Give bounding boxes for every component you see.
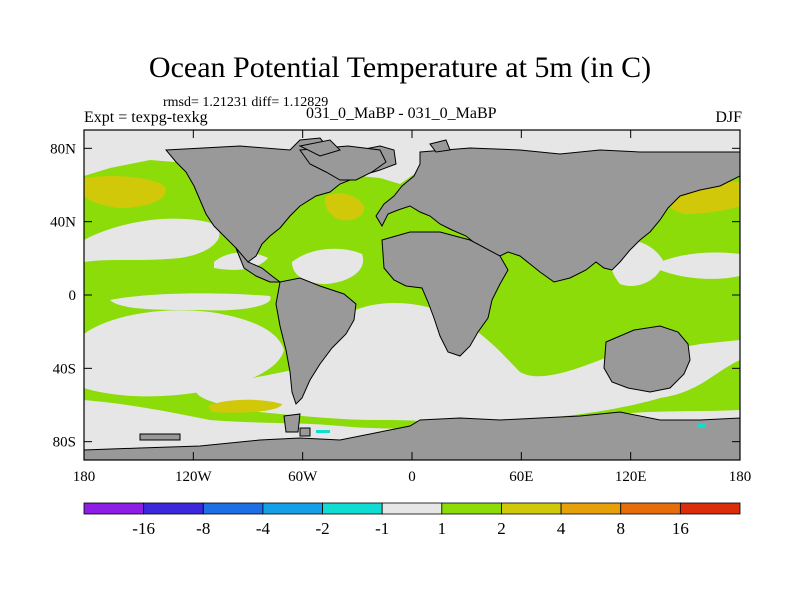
land-africa (381, 231, 509, 357)
x-tick-label: 60E (509, 469, 533, 485)
colorbar-swatch (322, 502, 383, 515)
x-axis: 180 120W 60W 0 60E 120E 180 (73, 130, 752, 485)
colorbar: -16 -8 -4 -2 -1 1 2 4 8 16 (83, 502, 741, 538)
contour-lowchange-westpacific-patch (660, 252, 740, 279)
colorbar-swatch (381, 502, 443, 515)
contour-warm-southern (208, 399, 282, 413)
x-tick-label: 180 (73, 469, 96, 485)
land-antarctic-peninsula (283, 413, 301, 433)
stats-label: rmsd= 1.21231 diff= 1.12829 (163, 95, 329, 110)
x-tick-label: 120E (615, 469, 647, 485)
land-masks (83, 137, 741, 461)
land-arctic-islands (298, 139, 451, 157)
colorbar-label: -2 (315, 519, 329, 538)
colorbar-swatch (143, 502, 204, 515)
colorbar-label: -1 (375, 519, 389, 538)
contour-lowchange-northpacific (84, 218, 220, 262)
colorbar-swatch (679, 502, 741, 515)
y-axis: 80N 40N 0 40S 80S (50, 141, 740, 451)
land-australia (603, 325, 691, 393)
contour-lowchange-midatlantic (292, 248, 364, 284)
colorbar-label: 1 (438, 519, 447, 538)
contour-warm-westpacific (667, 181, 740, 214)
colorbar-swatch (83, 502, 145, 515)
colorbar-label: 4 (557, 519, 566, 538)
colorbar-swatch (560, 502, 622, 515)
contour-warm-northpacific (84, 176, 166, 208)
y-tick-label: 40S (53, 361, 76, 377)
x-tick-label: 0 (408, 469, 416, 485)
contour-warm-northatlantic (324, 193, 365, 221)
season-label: DJF (715, 109, 742, 126)
map-plot (83, 129, 741, 461)
runs-label: 031_0_MaBP - 031_0_MaBP (306, 105, 497, 122)
contour-lowchange-arctic (84, 130, 740, 184)
colorbar-swatch (202, 502, 264, 515)
y-tick-label: 80S (53, 435, 76, 451)
colorbar-label: -16 (132, 519, 155, 538)
experiment-label: Expt = texpg-texkg (84, 109, 208, 126)
colorbar-swatch (620, 502, 681, 515)
colorbar-swatch (501, 502, 562, 515)
contour-lowchange-southpacific (84, 310, 284, 397)
land-south-america (275, 277, 357, 405)
colorbar-label: -8 (196, 519, 210, 538)
colorbar-label: 16 (672, 519, 689, 538)
colorbar-label: 2 (497, 519, 506, 538)
colorbar-label: -4 (256, 519, 271, 538)
land-small-islands (139, 427, 311, 441)
y-tick-label: 40N (50, 215, 76, 231)
y-tick-label: 80N (50, 141, 76, 157)
x-tick-label: 120W (175, 469, 213, 485)
chart-title: Ocean Potential Temperature at 5m (in C) (148, 51, 652, 84)
y-tick-label: 0 (69, 288, 77, 304)
colorbar-swatch (262, 502, 323, 515)
x-tick-label: 180 (729, 469, 752, 485)
colorbar-swatch (441, 502, 502, 515)
x-tick-label: 60W (288, 469, 318, 485)
contour-lowchange-equatorialpacific (110, 293, 271, 311)
colorbar-label: 8 (616, 519, 625, 538)
